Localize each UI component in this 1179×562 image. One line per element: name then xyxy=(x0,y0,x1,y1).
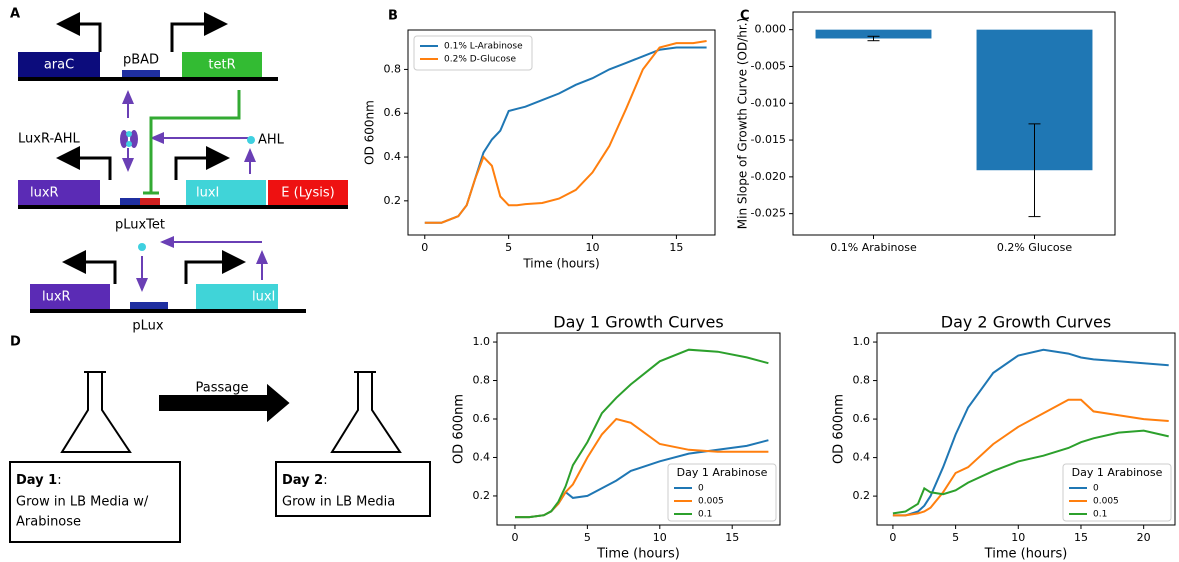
panel-label: B xyxy=(388,9,398,24)
error-bar xyxy=(867,35,880,42)
chart-title: Day 1 Growth Curves xyxy=(553,313,723,332)
box-title: Day 2 xyxy=(282,473,323,488)
y-tick-label: 1.0 xyxy=(853,335,871,348)
y-tick-label: 1.0 xyxy=(473,335,491,348)
legend-box xyxy=(413,35,533,71)
legend-label: 0.1 xyxy=(1093,510,1107,520)
legend-title: Day 1 Arabinose xyxy=(1072,466,1163,479)
legend-label: 0.2% D-Glucose xyxy=(444,55,517,65)
error-bar xyxy=(1028,123,1041,218)
x-tick-label: 5 xyxy=(505,241,512,254)
gene-label: tetR xyxy=(208,58,235,73)
x-tick-label: 10 xyxy=(1011,531,1025,544)
gene-label: luxR xyxy=(42,290,71,305)
x-tick-label: 0 xyxy=(511,531,518,544)
y-tick-label: 0.6 xyxy=(473,412,491,425)
x-tick-label: 5 xyxy=(952,531,959,544)
box-text: Grow in LB Media w/ xyxy=(16,495,149,510)
bar xyxy=(815,29,932,39)
x-tick-label: 10 xyxy=(586,241,600,254)
complex-label: LuxR-AHL xyxy=(18,132,81,147)
y-tick-label: 0.6 xyxy=(853,412,871,425)
legend-label: 0.1 xyxy=(698,510,712,520)
legend-label: 0 xyxy=(698,484,704,494)
gene-label: luxI xyxy=(252,290,275,305)
x-tick-label: 0.1% Arabinose xyxy=(830,241,917,254)
y-tick-label: -0.015 xyxy=(751,133,786,146)
x-tick-label: 10 xyxy=(653,531,667,544)
box-text: Day 1: xyxy=(16,473,62,488)
x-tick-label: 15 xyxy=(725,531,739,544)
diagram-d xyxy=(9,371,431,543)
legend-box xyxy=(1062,463,1172,522)
y-tick-label: -0.020 xyxy=(751,170,786,183)
y-axis-label: OD 600nm xyxy=(363,100,377,165)
line-series xyxy=(892,398,1169,517)
line-series xyxy=(515,348,769,519)
y-tick-label: -0.025 xyxy=(751,207,786,220)
legend-label: 0 xyxy=(1093,484,1099,494)
y-tick-label: 0.4 xyxy=(384,150,402,163)
x-tick-label: 15 xyxy=(1074,531,1088,544)
y-tick-label: 0.6 xyxy=(384,106,402,119)
box-text: Grow in LB Media xyxy=(282,495,395,510)
promoter-label: pLuxTet xyxy=(115,218,165,233)
box-title: Day 1 xyxy=(16,473,57,488)
y-tick-label: 0.8 xyxy=(473,374,491,387)
y-tick-label: 0.8 xyxy=(853,374,871,387)
x-tick-label: 0.2% Glucose xyxy=(997,241,1073,254)
plot-frame xyxy=(792,11,1116,236)
y-axis-label: OD 600nm xyxy=(832,394,847,464)
x-tick-label: 0 xyxy=(889,531,896,544)
legend-label: 0.1% L-Arabinose xyxy=(444,42,523,52)
x-tick-label: 0 xyxy=(421,241,428,254)
line-series xyxy=(892,429,1169,515)
x-tick-label: 5 xyxy=(584,531,591,544)
gene-label: luxI xyxy=(196,186,219,201)
y-axis-label: OD 600nm xyxy=(452,394,467,464)
gene-label: araC xyxy=(44,58,74,73)
line-series xyxy=(424,46,707,224)
box-colon: : xyxy=(57,473,61,488)
diagram-a xyxy=(18,12,348,313)
panel-label: C xyxy=(740,9,750,24)
y-tick-label: -0.005 xyxy=(751,59,786,72)
x-tick-label: 20 xyxy=(1137,531,1151,544)
legend-title: Day 1 Arabinose xyxy=(677,466,768,479)
legend-label: 0.005 xyxy=(1093,497,1119,507)
legend-label: 0.005 xyxy=(698,497,724,507)
legend-box xyxy=(667,463,777,522)
line-series xyxy=(892,348,1169,517)
x-tick-label: 15 xyxy=(669,241,683,254)
y-axis-label: Min Slope of Growth Curve (OD/hr.) xyxy=(736,18,750,229)
box-text: Arabinose xyxy=(16,515,81,530)
promoter-label: pLux xyxy=(132,319,164,334)
box-colon: : xyxy=(323,473,327,488)
y-tick-label: 0.2 xyxy=(853,489,871,502)
promoter-label: pBAD xyxy=(123,53,159,68)
plot-frame xyxy=(876,332,1176,526)
y-tick-label: 0.8 xyxy=(384,62,402,75)
plot-frame xyxy=(407,29,716,236)
y-tick-label: 0.4 xyxy=(473,450,491,463)
chart-title: Day 2 Growth Curves xyxy=(941,313,1111,332)
y-tick-label: 0.2 xyxy=(384,194,402,207)
y-tick-label: 0.2 xyxy=(473,489,491,502)
signal-label: AHL xyxy=(258,133,285,148)
panel-label: D xyxy=(10,335,21,350)
y-tick-label: 0.4 xyxy=(853,451,871,464)
plot-frame xyxy=(496,332,781,526)
gene-label: luxR xyxy=(30,186,59,201)
gene-label: E (Lysis) xyxy=(281,186,334,201)
arrow-label: Passage xyxy=(196,381,249,396)
y-tick-label: -0.010 xyxy=(751,96,786,109)
box-text: Day 2: xyxy=(282,473,328,488)
panel-label: A xyxy=(10,7,20,22)
x-axis-label: Time (hours) xyxy=(522,257,599,271)
y-tick-label: 0.000 xyxy=(755,23,787,36)
x-axis-label: Time (hours) xyxy=(984,547,1068,562)
line-series xyxy=(424,40,707,224)
x-axis-label: Time (hours) xyxy=(596,547,680,562)
